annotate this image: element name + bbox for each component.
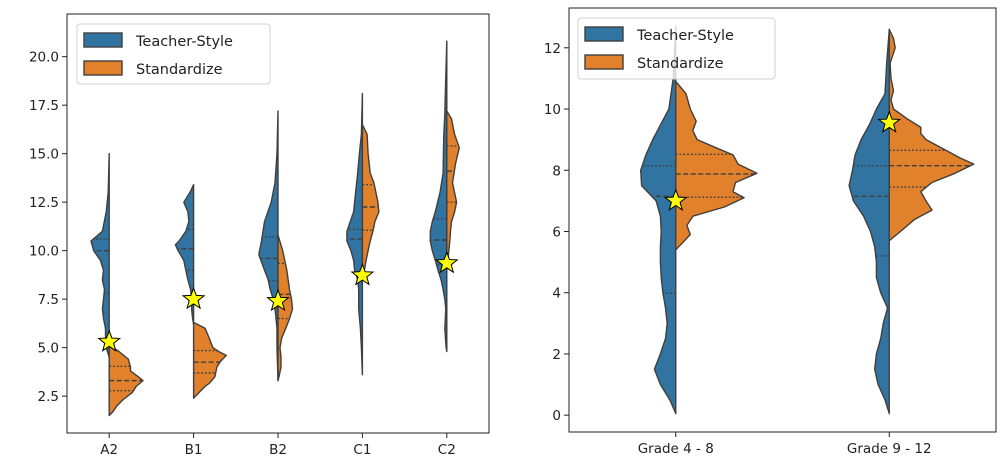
x-tick-label: Grade 4 - 8 <box>638 441 714 457</box>
y-tick-label: 10.0 <box>29 244 59 260</box>
legend-swatch-standardize <box>584 54 624 70</box>
legend-swatch-teacher <box>83 32 123 48</box>
violin-grade-9-12 <box>848 28 975 415</box>
legend-label-teacher: Teacher-Style <box>135 34 233 50</box>
violin-half-standardize <box>108 343 144 417</box>
violin-half-teacher <box>429 40 448 353</box>
y-tick-label: 2 <box>552 347 561 363</box>
y-tick-label: 10 <box>544 102 561 118</box>
violin-half-standardize <box>675 80 758 251</box>
mean-star-marker <box>266 288 290 312</box>
y-tick-label: 2.5 <box>38 389 59 405</box>
violin-half-standardize <box>192 321 227 399</box>
violin-half-teacher <box>174 184 195 326</box>
violin-half-teacher <box>258 110 279 382</box>
mean-star-marker <box>350 263 375 286</box>
violin-half-teacher <box>90 152 110 359</box>
y-tick-label: 17.5 <box>29 98 59 114</box>
mean-star-marker <box>877 110 902 133</box>
y-tick-label: 7.5 <box>38 292 59 308</box>
legend-box <box>76 23 271 85</box>
violin-a2 <box>90 152 144 417</box>
y-tick-label: 12 <box>544 41 561 57</box>
y-tick-label: 6 <box>552 224 561 240</box>
violin-half-standardize <box>888 28 975 242</box>
x-tick-label: C1 <box>353 442 371 458</box>
violin-b1 <box>174 184 227 399</box>
y-tick-label: 4 <box>552 286 561 302</box>
violin-half-standardize <box>361 123 380 281</box>
legend: Teacher-Style Standardize <box>76 23 271 85</box>
chart-panel-2: 0 2 4 6 8 10 12 Grade 4 - 8 Grade 9 - 12 Teacher-… <box>544 7 997 457</box>
violin-half-standardize <box>277 234 294 382</box>
mean-star-marker <box>434 250 459 274</box>
y-tick-label: 8 <box>552 163 561 179</box>
legend-swatch-teacher <box>584 26 624 42</box>
mean-star-marker <box>181 286 206 310</box>
x-tick-label: Grade 9 - 12 <box>847 441 932 457</box>
x-tick-label: B1 <box>185 442 203 458</box>
violin-half-teacher <box>346 92 364 376</box>
y-tick-label: 0 <box>552 408 561 424</box>
x-tick-label: B2 <box>269 442 287 458</box>
y-tick-label: 20.0 <box>29 50 59 66</box>
violin-b2 <box>258 110 294 382</box>
x-tick-label: C2 <box>438 442 456 458</box>
violin-half-teacher <box>848 28 890 415</box>
violin-grade-4-8 <box>640 25 758 415</box>
legend-label-standardize: Standardize <box>136 62 223 78</box>
axes-frame <box>66 13 490 434</box>
violin-c1 <box>346 92 380 376</box>
violin-half-standardize <box>446 110 460 271</box>
legend-box <box>577 17 776 80</box>
legend-label-teacher: Teacher-Style <box>636 28 734 44</box>
x-tick-label: A2 <box>100 442 118 458</box>
legend-swatch-standardize <box>83 60 123 76</box>
mean-star-marker <box>97 329 122 352</box>
y-tick-label: 15.0 <box>29 147 59 163</box>
legend: Teacher-Style Standardize <box>577 17 776 80</box>
chart-panel-1: 2.5 5.0 7.5 10.0 12.5 15.0 17.5 20.0 A2 B1 B2 C1 C2 T… <box>29 13 490 458</box>
axes-frame <box>568 7 997 433</box>
mean-star-marker <box>663 188 688 211</box>
violin-c2 <box>429 40 460 353</box>
legend-label-standardize: Standardize <box>637 56 724 72</box>
violin-half-teacher <box>640 25 677 415</box>
y-tick-label: 5.0 <box>38 341 59 357</box>
y-tick-label: 12.5 <box>29 195 59 211</box>
